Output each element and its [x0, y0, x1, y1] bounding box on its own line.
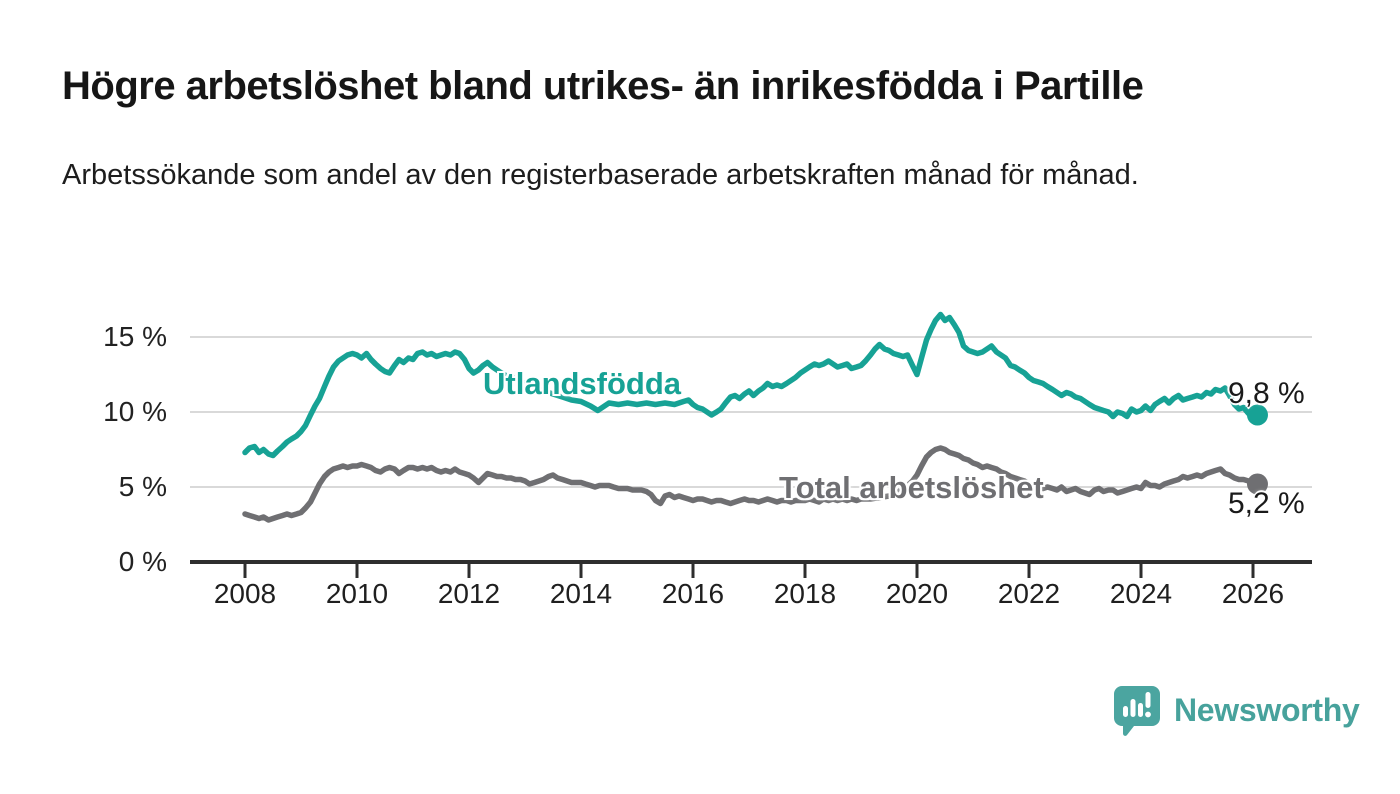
x-axis-label: 2008 — [213, 578, 277, 609]
newsworthy-logo-text: Newsworthy — [1174, 691, 1360, 728]
x-axis-label: 2016 — [661, 578, 725, 609]
x-axis-label: 2026 — [1221, 578, 1285, 609]
y-axis-label: 10 % — [103, 396, 167, 427]
y-axis-label: 15 % — [103, 321, 167, 352]
newsworthy-logo: Newsworthy — [1112, 684, 1360, 736]
series-end-dot-1 — [1246, 473, 1268, 495]
end-value-total: 5,2 % — [1228, 487, 1305, 520]
end-value-utlandsfodda: 9,8 % — [1228, 377, 1305, 410]
x-axis-label: 2024 — [1109, 578, 1173, 609]
chart-subtitle: Arbetssökande som andel av den registerb… — [62, 159, 1139, 191]
series-label-total-arbetsloshet: Total arbetslöshet — [779, 470, 1044, 505]
x-axis-label: 2010 — [325, 578, 389, 609]
x-axis-label: 2020 — [885, 578, 949, 609]
x-axis-label: 2014 — [549, 578, 613, 609]
series-line-1 — [242, 445, 1261, 523]
series-label-utlandsfodda: Utlandsfödda — [483, 366, 682, 401]
y-axis-label: 5 % — [118, 471, 167, 502]
y-axis-label: 0 % — [118, 546, 167, 577]
series-line-0 — [242, 311, 1261, 459]
series-end-dot-0 — [1246, 404, 1268, 426]
x-axis-label: 2012 — [437, 578, 501, 609]
x-axis-label: 2022 — [997, 578, 1061, 609]
page-title: Högre arbetslöshet bland utrikes- än inr… — [62, 64, 1144, 108]
x-axis-label: 2018 — [773, 578, 837, 609]
newsworthy-logo-icon — [1114, 686, 1160, 736]
